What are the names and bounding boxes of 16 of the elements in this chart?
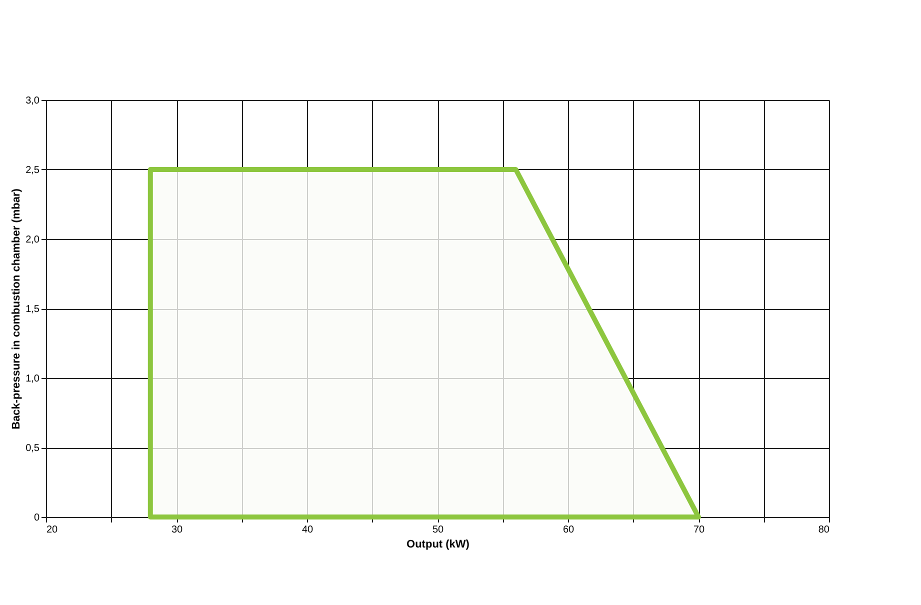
y-tick-label: 2,5 bbox=[26, 165, 40, 176]
y-tick-label: 0,5 bbox=[26, 443, 40, 454]
y-tick-label: 3,0 bbox=[26, 96, 40, 106]
x-axis-title: Output (kW) bbox=[406, 538, 470, 550]
x-tick-label: 50 bbox=[432, 524, 444, 536]
y-tick-label: 2,0 bbox=[26, 234, 40, 246]
y-axis-title: Back-pressure in combustion chamber (mbar) bbox=[10, 188, 23, 430]
x-tick-label: 20 bbox=[46, 524, 58, 536]
y-tick-label: 1,0 bbox=[26, 374, 40, 384]
x-tick-label: 30 bbox=[171, 524, 183, 536]
x-tick-label: 80 bbox=[818, 524, 830, 536]
x-tick-label: 60 bbox=[562, 524, 574, 536]
x-tick-label: 40 bbox=[302, 524, 314, 536]
y-tick-label: 0 bbox=[34, 512, 40, 524]
y-tick-label: 1,5 bbox=[26, 304, 40, 315]
x-tick-label: 70 bbox=[693, 524, 705, 536]
